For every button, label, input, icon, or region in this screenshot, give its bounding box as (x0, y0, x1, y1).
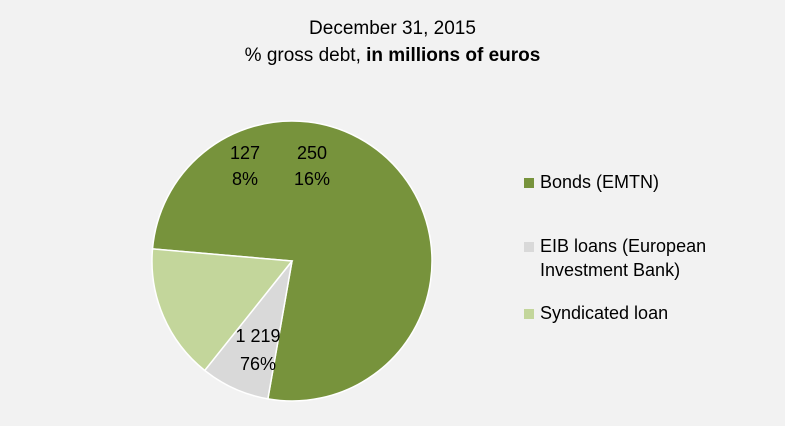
chart-subtitle: % gross debt, in millions of euros (0, 44, 785, 68)
legend-label-syndicated: Syndicated loan (540, 301, 760, 325)
legend-label-syndicated-line1: Syndicated loan (540, 303, 669, 323)
pie-labels: 1 219 76% 127 8% 250 16% (230, 143, 330, 374)
slice-value-label-eib: 127 (230, 143, 260, 163)
slice-percent-label-eib: 8% (232, 169, 258, 189)
legend-label-bonds: Bonds (EMTN) (540, 170, 760, 194)
legend-item-bonds: Bonds (EMTN) (524, 170, 760, 194)
slice-percent-label-syndicated: 16% (294, 169, 330, 189)
legend-item-eib: EIB loans (European Investment Bank) (524, 234, 760, 282)
chart-subtitle-units: in millions of euros (366, 45, 541, 66)
legend-label-eib-line1: EIB loans (European (540, 236, 707, 256)
chart-subtitle-prefix: % gross debt, (244, 45, 367, 66)
legend-label-eib: EIB loans (European Investment Bank) (540, 234, 760, 282)
chart-title: December 31, 2015 (309, 18, 476, 39)
legend-swatch-syndicated (524, 309, 534, 319)
pie-slice-syndicated (151, 248, 294, 372)
slice-value-label-bonds: 1 219 (235, 326, 280, 346)
pie-slices (151, 120, 433, 402)
legend-item-syndicated: Syndicated loan (524, 301, 760, 325)
pie-chart: 1 219 76% 127 8% 250 16% (151, 120, 433, 402)
legend-swatch-bonds (524, 178, 534, 188)
legend-label-bonds-line1: Bonds (EMTN) (540, 172, 660, 192)
legend-swatch-eib (524, 242, 534, 252)
slice-percent-label-bonds: 76% (240, 354, 276, 374)
slice-value-label-syndicated: 250 (297, 143, 327, 163)
legend-label-eib-line2: Investment Bank) (540, 260, 681, 280)
